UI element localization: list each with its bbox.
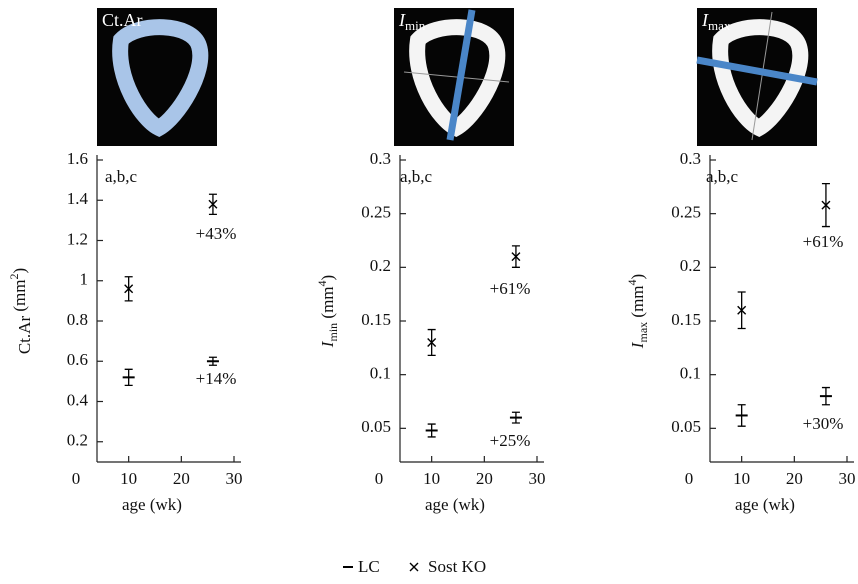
legend-marker-sost (410, 563, 418, 571)
y-tick-label: 0.4 (67, 390, 89, 409)
x-tick-label: 20 (173, 469, 190, 488)
y-tick-label: 1.4 (67, 189, 89, 208)
y-tick-label: 0.1 (680, 364, 701, 383)
legend-label: Sost KO (428, 557, 486, 576)
y-tick-label: 0.2 (680, 256, 701, 275)
x-tick-label: 0 (685, 469, 694, 488)
image-label-main: Ct.Ar (102, 10, 143, 30)
x-tick-label: 30 (226, 469, 243, 488)
x-tick-label: 10 (423, 469, 440, 488)
y-axis-label-part: max (636, 322, 650, 343)
image-label: Ct.Ar (102, 10, 143, 30)
y-tick-label: 0.25 (671, 203, 701, 222)
annotation: +61% (803, 232, 844, 251)
y-axis-label-part: (mm (318, 286, 337, 322)
x-tick-label: 20 (476, 469, 493, 488)
y-tick-label: 0.05 (671, 417, 701, 436)
y-axis-label-part: ) (628, 274, 647, 280)
annotation: a,b,c (105, 167, 138, 186)
x-axis-label: age (wk) (425, 495, 485, 514)
y-tick-label: 0.2 (370, 256, 391, 275)
annotation: +25% (490, 431, 531, 450)
y-axis-label-part: (mm (628, 285, 647, 321)
legend-label: LC (358, 557, 380, 576)
y-axis-label: Imax (mm4) (625, 274, 650, 349)
y-tick-label: 0.2 (67, 431, 88, 450)
y-axis-label-part: (mm (10, 280, 29, 316)
y-axis-label-part: ) (10, 268, 29, 274)
annotation: +14% (196, 369, 237, 388)
annotation: +30% (803, 414, 844, 433)
y-tick-label: 1 (80, 270, 89, 289)
annotation: a,b,c (400, 167, 433, 186)
x-axis-label: age (wk) (735, 495, 795, 514)
image-label-sub: min (405, 18, 426, 33)
y-tick-label: 0.15 (671, 310, 701, 329)
y-axis-label-part: Ct.Ar (15, 316, 34, 355)
y-tick-label: 0.8 (67, 310, 88, 329)
x-tick-label: 30 (529, 469, 546, 488)
x-tick-label: 30 (839, 469, 856, 488)
y-tick-label: 0.15 (361, 310, 391, 329)
y-axis-label-part: ) (318, 275, 337, 281)
y-axis-label-part: min (326, 323, 340, 342)
image-label-sub: max (708, 18, 731, 33)
annotation: a,b,c (706, 167, 739, 186)
annotation: +61% (490, 279, 531, 298)
x-tick-label: 20 (786, 469, 803, 488)
y-tick-label: 0.05 (361, 417, 391, 436)
x-tick-label: 10 (120, 469, 137, 488)
y-tick-label: 0.1 (370, 364, 391, 383)
y-tick-label: 0.6 (67, 350, 88, 369)
x-tick-label: 10 (733, 469, 750, 488)
y-axis-label: Imin (mm4) (315, 275, 340, 348)
y-tick-label: 0.3 (680, 149, 701, 168)
y-tick-label: 1.2 (67, 229, 88, 248)
y-axis-label: Ct.Ar (mm2) (7, 268, 34, 354)
x-tick-label: 0 (72, 469, 81, 488)
figure: Ct.Ar 0.2 0.4 0.6 0.8 1 1.2 1.4 1.6 0 10 20 30 age (w… (0, 0, 858, 584)
y-tick-label: 1.6 (67, 149, 88, 168)
x-tick-label: 0 (375, 469, 384, 488)
y-tick-label: 0.3 (370, 149, 391, 168)
x-axis-label: age (wk) (122, 495, 182, 514)
y-tick-label: 0.25 (361, 203, 391, 222)
annotation: +43% (196, 224, 237, 243)
